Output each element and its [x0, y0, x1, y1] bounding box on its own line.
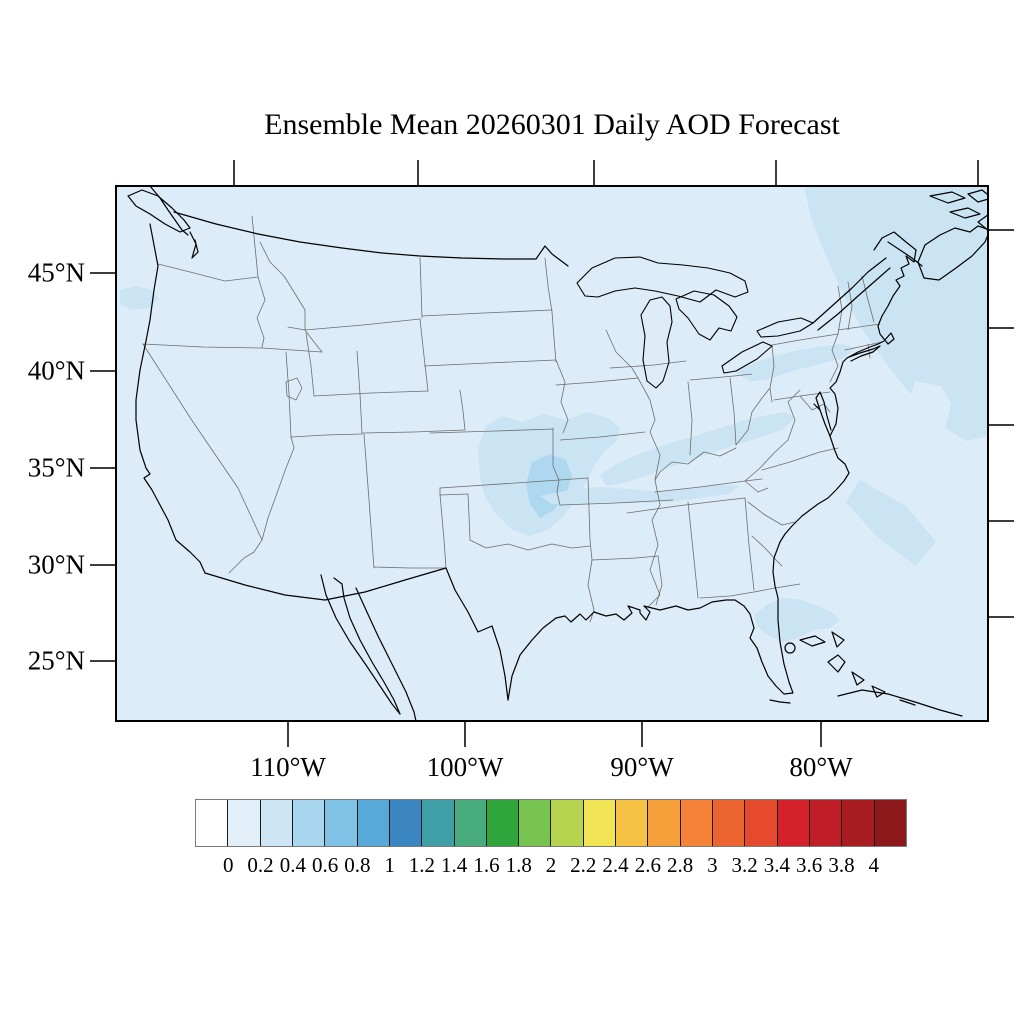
x-tick-label: 110°W	[250, 752, 326, 782]
colorbar-tick-label: 0.2	[247, 853, 274, 877]
colorbar-segment	[583, 800, 617, 846]
colorbar-tick-label: 2.8	[666, 853, 694, 877]
colorbar-segment	[680, 800, 713, 846]
colorbar-tick-label: 3.2	[731, 853, 758, 877]
y-tick-label: 25°N	[27, 645, 85, 676]
colorbar-segment	[260, 800, 293, 846]
aod-region-central-core	[526, 454, 572, 518]
colorbar-tick-label: 0	[223, 853, 234, 877]
colorbar-tick-label: 1	[384, 853, 395, 877]
colorbar-tick-label: 0.4	[279, 853, 306, 877]
x-tick-label: 80°W	[789, 752, 853, 782]
map-frame	[115, 185, 989, 722]
colorbar-tick-label: 3.6	[796, 853, 823, 877]
colorbar-segment	[809, 800, 843, 846]
y-tick-label: 35°N	[27, 452, 85, 483]
colorbar-segment	[454, 800, 487, 846]
colorbar-tick-label: 1.6	[473, 853, 500, 877]
colorbar-segment	[842, 800, 875, 846]
axis-ticks	[90, 160, 1014, 747]
colorbar-segment	[228, 800, 261, 846]
colorbar-segment	[648, 800, 681, 846]
aod-region-oregon-coast	[120, 286, 158, 310]
x-tick-label: 90°W	[610, 752, 674, 782]
aod-region-ohio-valley	[600, 412, 795, 486]
colorbar-tick-label: 2.2	[570, 853, 597, 877]
colorbar-tick-label: 2.4	[602, 853, 629, 877]
coastlines	[127, 186, 988, 721]
colorbar-segment	[292, 800, 326, 846]
colorbar-tick-label: 4	[868, 853, 879, 877]
y-tick-label: 30°N	[27, 549, 85, 580]
colorbar-segment	[389, 800, 423, 846]
colorbar-segment	[422, 800, 455, 846]
colorbar-tick-label: 1.2	[408, 853, 436, 877]
colorbar-tick-label: 2.6	[634, 853, 661, 877]
great-lakes	[576, 256, 814, 389]
colorbar-segment	[551, 800, 584, 846]
aod-region-atlantic-hole	[909, 381, 951, 442]
y-tick-label: 45°N	[27, 257, 85, 288]
colorbar-segment	[196, 800, 229, 846]
colorbar-segment	[325, 800, 358, 846]
colorbar-segment	[357, 800, 390, 846]
colorbar-tick-label: 0.6	[311, 853, 339, 877]
colorbar-segment	[486, 800, 520, 846]
colorbar-segment	[616, 800, 649, 846]
aod-region-atlantic	[804, 186, 988, 441]
aod-region-tennessee	[540, 484, 740, 505]
x-tick-label: 100°W	[426, 752, 504, 782]
colorbar-segment	[713, 800, 746, 846]
aod-colorbar	[195, 799, 907, 847]
y-tick-label: 40°N	[27, 355, 85, 386]
colorbar-tick-label: 1.4	[441, 853, 468, 877]
aod-shaded-regions	[120, 186, 988, 642]
colorbar-tick-label: 3	[707, 853, 718, 877]
colorbar-tick-label: 3.4	[763, 853, 791, 877]
aod-region-pennsylvania	[735, 344, 856, 382]
colorbar-segment	[745, 800, 778, 846]
colorbar-segment	[777, 800, 810, 846]
colorbar-tick-label: 1.8	[505, 853, 532, 877]
colorbar-tick-label: 0.8	[344, 853, 371, 877]
colorbar-tick-label: 2	[545, 853, 557, 877]
colorbar-segment	[519, 800, 552, 846]
aod-region-atlantic-streak	[846, 480, 936, 566]
colorbar-segment	[874, 800, 906, 846]
plot-title: Ensemble Mean 20260301 Daily AOD Forecas…	[264, 108, 840, 141]
colorbar-tick-label: 3.8	[828, 853, 855, 877]
aod-region-florida	[755, 598, 840, 642]
